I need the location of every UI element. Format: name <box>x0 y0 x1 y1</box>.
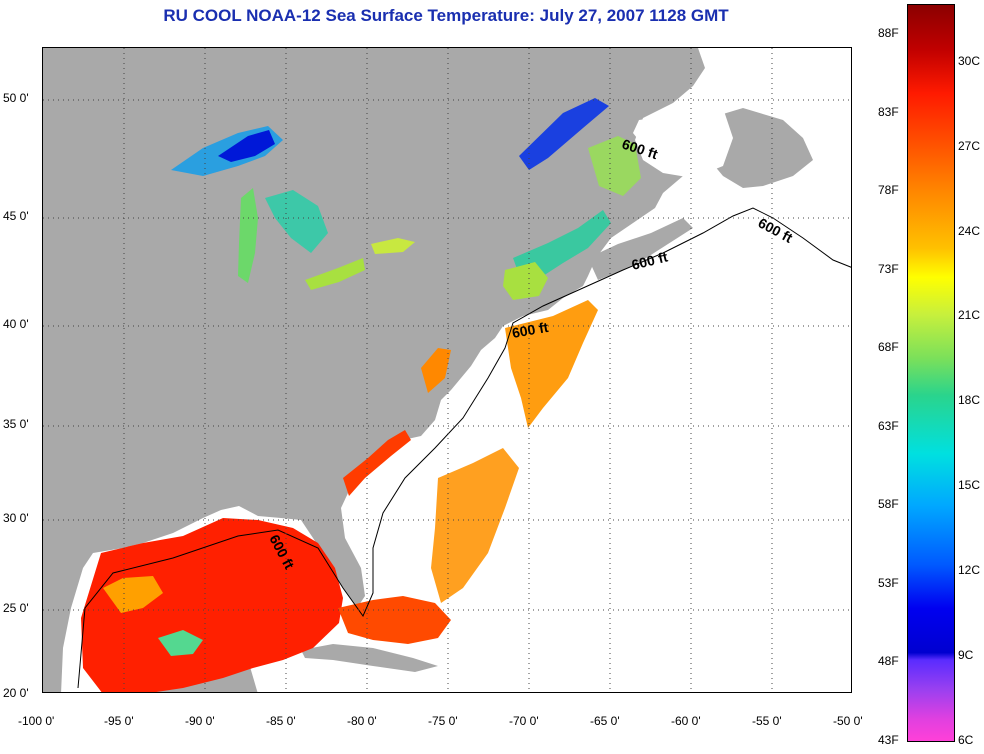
colorbar-f-label: 68F <box>878 340 899 354</box>
gulf-patch-orange <box>103 576 163 613</box>
isobath-label: 600 ft <box>511 319 550 341</box>
gulf-stream-sst <box>431 448 519 603</box>
lake-michigan <box>238 188 258 283</box>
gulf-of-mexico-sst <box>81 518 343 692</box>
lake-ontario <box>371 238 415 254</box>
lon-label: -100 0' <box>18 714 55 728</box>
gulf-st-lawrence <box>635 88 733 178</box>
lon-label: -75 0' <box>428 714 458 728</box>
lat-label: 45 0' <box>3 209 29 223</box>
lake-huron <box>265 190 328 253</box>
colorbar-f-label: 88F <box>878 26 899 40</box>
colorbar-f-label: 83F <box>878 105 899 119</box>
lon-label: -50 0' <box>833 714 863 728</box>
lat-label: 30 0' <box>3 511 29 525</box>
lon-label: -90 0' <box>185 714 215 728</box>
colorbar-c-label: 21C <box>958 308 981 322</box>
lon-label: -55 0' <box>752 714 782 728</box>
map-title: RU COOL NOAA-12 Sea Surface Temperature:… <box>163 6 729 25</box>
colorbar-c-label: 30C <box>958 54 981 68</box>
gulf-st-lawrence-sst <box>588 136 641 196</box>
chesapeake-sst <box>421 348 451 393</box>
lon-label: -60 0' <box>671 714 701 728</box>
lat-label: 20 0' <box>3 686 29 700</box>
lon-label: -95 0' <box>104 714 134 728</box>
colorbar-f-label: 73F <box>878 262 899 276</box>
colorbar-c-label: 12C <box>958 563 981 577</box>
colorbar-c-label: 6C <box>958 733 974 747</box>
colorbar-c-label: 9C <box>958 648 974 662</box>
lon-label: -85 0' <box>266 714 296 728</box>
cape-cod-sst <box>503 262 548 300</box>
lon-label: -70 0' <box>509 714 539 728</box>
st-lawrence-estuary <box>519 98 609 170</box>
lake-erie <box>305 258 365 290</box>
colorbar-f-label: 53F <box>878 576 899 590</box>
colorbar-f-label: 63F <box>878 419 899 433</box>
temperature-colorbar <box>907 4 955 742</box>
colorbar-c-label: 18C <box>958 393 981 407</box>
gulf-patch-green <box>158 630 203 656</box>
lat-gridlines <box>43 99 851 611</box>
southeast-coast-sst <box>343 430 411 496</box>
lat-label: 25 0' <box>3 601 29 615</box>
isobath-600ft <box>77 207 851 689</box>
colorbar-f-label: 58F <box>878 497 899 511</box>
map-canvas: 600 ft 600 ft 600 ft 600 ft 600 ft <box>43 48 851 692</box>
cuba-land <box>301 644 438 672</box>
lat-label: 35 0' <box>3 417 29 431</box>
mid-atlantic-sst <box>505 300 598 428</box>
colorbar-c-label: 24C <box>958 224 981 238</box>
colorbar-f-label: 78F <box>878 183 899 197</box>
lon-label: -65 0' <box>590 714 620 728</box>
lat-label: 50 0' <box>3 91 29 105</box>
colorbar-c-label: 15C <box>958 478 981 492</box>
gulf-of-maine-sst <box>513 210 611 280</box>
colorbar-f-label: 43F <box>878 733 899 747</box>
nova-scotia-land <box>588 218 693 280</box>
colorbar-f-label: 48F <box>878 654 899 668</box>
sst-map: 600 ft 600 ft 600 ft 600 ft 600 ft <box>42 47 852 693</box>
north-america-land <box>43 48 705 692</box>
colorbar-c-label: 27C <box>958 139 981 153</box>
lat-label: 40 0' <box>3 317 29 331</box>
lake-superior-deep <box>218 130 275 162</box>
lon-label: -80 0' <box>347 714 377 728</box>
